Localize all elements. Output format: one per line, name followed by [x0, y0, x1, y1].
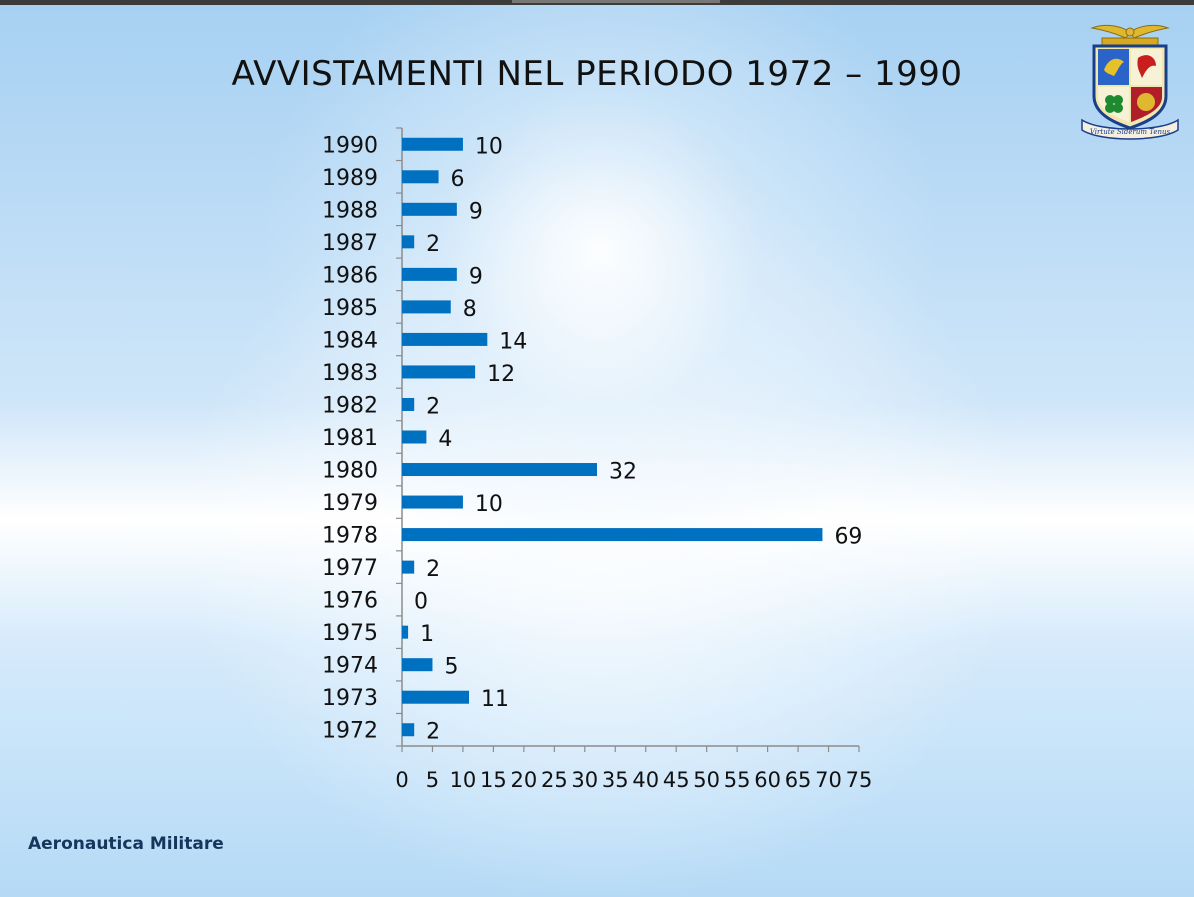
- top-bar-highlight: [512, 0, 720, 3]
- bar: [402, 267, 457, 281]
- category-label: 1986: [322, 263, 378, 288]
- category-label: 1981: [322, 426, 378, 451]
- category-label: 1983: [322, 361, 378, 386]
- data-label: 8: [463, 297, 477, 322]
- bar: [402, 170, 439, 184]
- data-label: 10: [475, 492, 503, 517]
- x-tick-label: 70: [815, 768, 842, 792]
- data-label: 1: [420, 622, 434, 647]
- x-tick-label: 40: [632, 768, 659, 792]
- x-tick-label: 35: [602, 768, 629, 792]
- air-force-coat-of-arms-icon: Virtute Siderum Tenus: [1081, 24, 1179, 140]
- category-label: 1989: [322, 166, 378, 191]
- x-tick-label: 0: [395, 768, 408, 792]
- category-label: 1987: [322, 231, 378, 256]
- category-label: 1976: [322, 589, 378, 614]
- data-label: 32: [609, 460, 637, 485]
- category-label: 1982: [322, 393, 378, 418]
- category-label: 1979: [322, 491, 378, 516]
- footer-label: Aeronautica Militare: [28, 834, 224, 854]
- bar: [402, 202, 457, 216]
- x-tick-label: 10: [450, 768, 477, 792]
- data-label: 12: [487, 362, 515, 387]
- category-label: 1984: [322, 328, 378, 353]
- data-label: 5: [444, 655, 458, 680]
- bar: [402, 397, 415, 411]
- category-label: 1972: [322, 719, 378, 744]
- category-label: 1980: [322, 459, 378, 484]
- x-tick-label: 25: [541, 768, 568, 792]
- data-label: 0: [414, 590, 428, 615]
- data-label: 2: [426, 557, 440, 582]
- data-label: 69: [834, 525, 862, 550]
- bar: [402, 430, 427, 444]
- bar: [402, 365, 476, 379]
- data-label: 14: [499, 329, 527, 354]
- x-tick-label: 75: [846, 768, 873, 792]
- bar: [402, 495, 463, 509]
- x-tick-label: 50: [693, 768, 720, 792]
- bar: [402, 463, 597, 477]
- x-tick-label: 20: [510, 768, 537, 792]
- data-label: 4: [438, 427, 452, 452]
- data-label: 2: [426, 232, 440, 257]
- category-label: 1978: [322, 524, 378, 549]
- bar: [402, 658, 433, 672]
- category-label: 1990: [322, 133, 378, 158]
- data-label: 9: [469, 264, 483, 289]
- bar: [402, 332, 488, 346]
- data-label: 11: [481, 687, 509, 712]
- bar: [402, 235, 415, 249]
- x-tick-label: 45: [663, 768, 690, 792]
- data-label: 10: [475, 134, 503, 159]
- category-label: 1985: [322, 296, 378, 321]
- x-tick-label: 30: [571, 768, 598, 792]
- bar: [402, 528, 823, 542]
- data-label: 2: [426, 394, 440, 419]
- bar: [402, 723, 415, 737]
- category-label: 1977: [322, 556, 378, 581]
- x-tick-label: 5: [426, 768, 439, 792]
- category-label: 1988: [322, 198, 378, 223]
- data-label: 6: [451, 167, 465, 192]
- bar: [402, 560, 415, 574]
- x-tick-label: 55: [724, 768, 751, 792]
- bar: [402, 300, 451, 314]
- category-label: 1974: [322, 654, 378, 679]
- bar: [402, 137, 463, 151]
- bar: [402, 690, 470, 704]
- category-label: 1975: [322, 621, 378, 646]
- x-tick-label: 60: [754, 768, 781, 792]
- slide-title: AVVISTAMENTI NEL PERIODO 1972 – 1990: [231, 54, 963, 94]
- x-tick-label: 65: [785, 768, 812, 792]
- data-label: 9: [469, 199, 483, 224]
- x-tick-label: 15: [480, 768, 507, 792]
- data-label: 2: [426, 720, 440, 745]
- category-label: 1973: [322, 686, 378, 711]
- svg-text:Virtute Siderum Tenus: Virtute Siderum Tenus: [1090, 128, 1171, 136]
- bar: [402, 625, 409, 639]
